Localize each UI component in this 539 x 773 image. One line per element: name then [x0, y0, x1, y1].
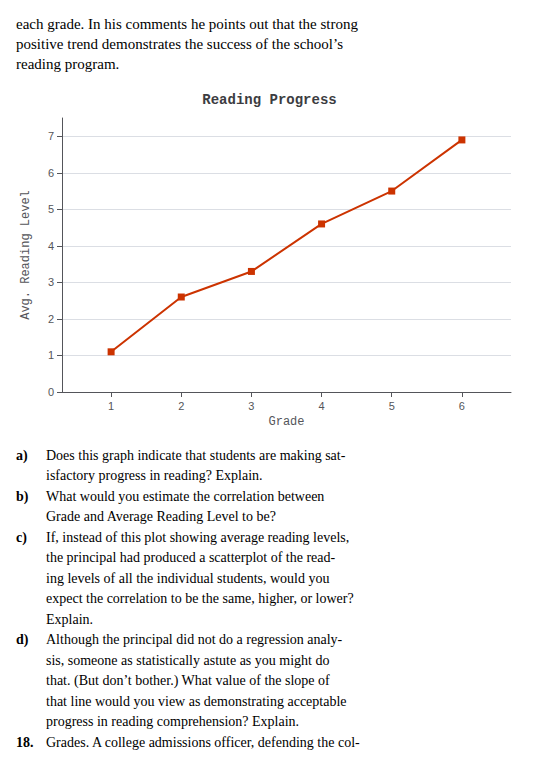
svg-text:4: 4 — [319, 400, 325, 412]
svg-text:Grades. A college admissions o: Grades. A college admissions officer, de… — [46, 735, 360, 750]
svg-text:each grade. In his comments he: each grade. In his comments he points ou… — [16, 16, 359, 32]
svg-text:positive trend demonstrates th: positive trend demonstrates the success … — [16, 36, 343, 52]
svg-text:2: 2 — [48, 313, 54, 325]
svg-text:the principal had produced a s: the principal had produced a scatterplot… — [46, 550, 336, 565]
svg-text:Explain.: Explain. — [46, 612, 93, 627]
svg-text:Reading Progress: Reading Progress — [202, 92, 336, 108]
svg-text:ing levels of all the individu: ing levels of all the individual student… — [46, 571, 329, 586]
svg-text:that line would you view as de: that line would you view as demonstratin… — [46, 694, 347, 709]
svg-text:5: 5 — [48, 203, 54, 215]
svg-text:that. (But don’t bother.) What: that. (But don’t bother.) What value of … — [46, 673, 330, 689]
svg-text:reading program.: reading program. — [16, 56, 119, 72]
svg-text:sis, someone as statistically: sis, someone as statistically astute as … — [46, 653, 329, 668]
svg-text:0: 0 — [48, 386, 54, 398]
svg-text:isfactory progress in reading?: isfactory progress in reading? Explain. — [46, 468, 263, 483]
svg-text:18.: 18. — [16, 735, 34, 750]
svg-text:1: 1 — [108, 400, 114, 412]
svg-text:3: 3 — [248, 400, 254, 412]
svg-text:progress in reading comprehens: progress in reading comprehension? Expla… — [46, 714, 299, 729]
svg-text:Avg. Reading Level: Avg. Reading Level — [19, 190, 33, 320]
svg-text:Although the principal did not: Although the principal did not do a regr… — [46, 632, 343, 647]
svg-text:b): b) — [16, 489, 29, 505]
svg-text:Grade: Grade — [268, 415, 304, 429]
svg-text:d): d) — [16, 632, 29, 648]
svg-text:2: 2 — [178, 400, 184, 412]
svg-text:What would you estimate the co: What would you estimate the correlation … — [46, 489, 324, 504]
svg-text:expect the correlation to be t: expect the correlation to be the same, h… — [46, 591, 354, 606]
svg-text:c): c) — [16, 530, 27, 546]
svg-text:If, instead of this plot showi: If, instead of this plot showing average… — [46, 530, 349, 545]
svg-text:5: 5 — [389, 400, 395, 412]
svg-text:1: 1 — [48, 349, 54, 361]
svg-text:6: 6 — [459, 400, 465, 412]
svg-text:4: 4 — [48, 240, 54, 252]
svg-text:7: 7 — [48, 130, 54, 142]
svg-text:6: 6 — [48, 167, 54, 179]
svg-text:Grade and Average Reading Leve: Grade and Average Reading Level to be? — [46, 509, 276, 524]
svg-text:Does this graph indicate that: Does this graph indicate that students a… — [46, 448, 346, 463]
svg-text:3: 3 — [48, 276, 54, 288]
svg-text:a): a) — [16, 448, 28, 464]
